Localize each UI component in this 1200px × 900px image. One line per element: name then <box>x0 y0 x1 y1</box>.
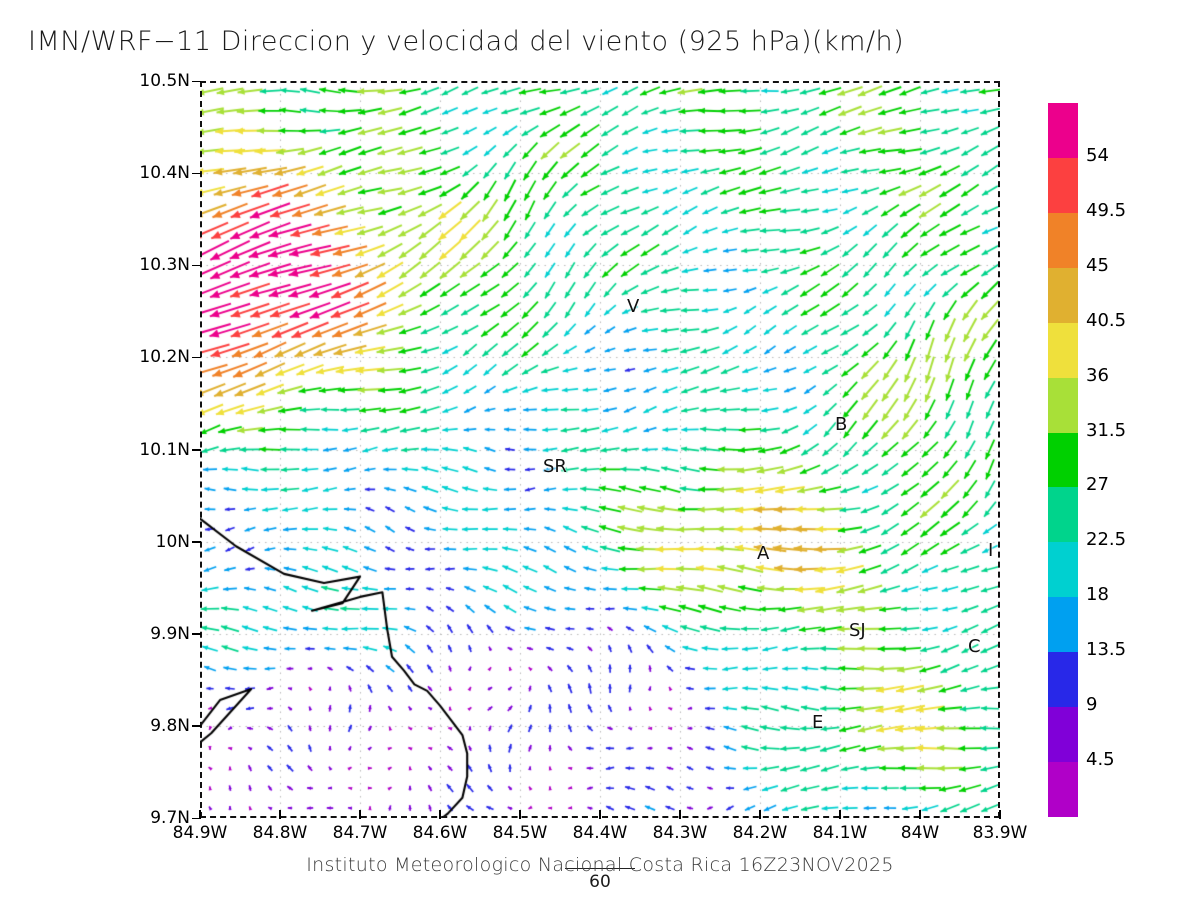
x-tick-label: 84.5W <box>492 823 548 843</box>
map-label-e: E <box>812 712 824 733</box>
y-tick-mark <box>192 817 201 819</box>
colorbar-tick-label: 40.5 <box>1086 309 1127 331</box>
x-tick-mark <box>519 810 521 819</box>
colorbar-band <box>1048 707 1078 763</box>
y-tick-label: 9.7N <box>150 808 190 828</box>
y-tick-label: 10.3N <box>139 255 190 276</box>
y-tick-label: 9.8N <box>150 715 190 736</box>
vector-scale-value: 60 <box>589 872 611 892</box>
y-tick-mark <box>192 449 201 451</box>
colorbar-band <box>1048 487 1078 543</box>
x-tick-mark <box>279 810 281 819</box>
x-tick-mark <box>759 810 761 819</box>
colorbar-band <box>1048 377 1078 433</box>
colorbar-band <box>1048 157 1078 213</box>
x-tick-label: 84.6W <box>412 823 468 843</box>
y-tick-mark <box>192 633 201 635</box>
colorbar-band <box>1048 267 1078 323</box>
x-tick-label: 84.4W <box>572 823 628 843</box>
x-tick-mark <box>839 810 841 819</box>
x-tick-label: 84.3W <box>652 823 708 843</box>
vector-scale-bar <box>565 868 635 869</box>
colorbar-tick-label: 13.5 <box>1086 639 1127 661</box>
map-label-sj: SJ <box>849 620 866 641</box>
y-tick-label: 10.5N <box>139 71 190 91</box>
colorbar-band <box>1048 103 1078 158</box>
colorbar-tick-label: 18 <box>1086 584 1109 606</box>
colorbar-band <box>1048 762 1078 817</box>
y-tick-mark <box>192 264 201 267</box>
footer-credit: Instituto Meteorologico Nacional Costa R… <box>306 854 894 876</box>
map-label-a: A <box>757 543 770 564</box>
colorbar-legend[interactable] <box>1048 103 1078 817</box>
map-label-b: B <box>835 414 848 435</box>
map-label-i: I <box>988 540 994 561</box>
y-tick-label: 10N <box>155 531 190 552</box>
colorbar-tick-label: 45 <box>1086 254 1109 276</box>
colorbar-tick-label: 22.5 <box>1086 529 1127 551</box>
y-tick-mark <box>192 541 201 543</box>
colorbar-tick-label: 36 <box>1086 364 1109 386</box>
x-tick-label: 84.1W <box>812 823 868 843</box>
colorbar-tick-label: 31.5 <box>1086 419 1127 441</box>
colorbar-band <box>1048 212 1078 268</box>
x-tick-label: 84W <box>900 823 940 843</box>
y-tick-label: 10.2N <box>139 347 190 368</box>
y-tick-label: 9.9N <box>150 623 190 644</box>
colorbar-band <box>1048 597 1078 653</box>
wind-vector-field <box>200 81 1000 818</box>
x-tick-mark <box>919 810 921 819</box>
colorbar-band <box>1048 432 1078 488</box>
colorbar-band <box>1048 322 1078 378</box>
x-tick-label: 83.9W <box>972 823 1028 843</box>
map-label-v: V <box>627 296 640 317</box>
y-tick-label: 10.4N <box>139 163 190 184</box>
colorbar-tick-label: 4.5 <box>1086 749 1115 771</box>
page-title: IMN/WRF−11 Direccion y velocidad del vie… <box>28 26 905 57</box>
x-tick-label: 84.2W <box>732 823 788 843</box>
map-label-c: C <box>968 636 981 657</box>
x-tick-mark <box>599 810 601 819</box>
x-tick-mark <box>679 810 681 819</box>
colorbar-tick-label: 27 <box>1086 474 1109 496</box>
y-tick-mark <box>192 725 201 727</box>
y-tick-mark <box>192 356 201 359</box>
colorbar-tick-label: 49.5 <box>1086 199 1127 221</box>
y-tick-mark <box>192 172 201 175</box>
map-plot-area[interactable] <box>200 81 1000 818</box>
x-tick-mark <box>199 810 201 819</box>
x-tick-label: 84.8W <box>252 823 308 843</box>
colorbar-tick-label: 9 <box>1086 694 1098 716</box>
map-label-sr: SR <box>543 456 567 477</box>
x-tick-label: 84.9W <box>172 823 228 843</box>
x-tick-mark <box>359 810 361 819</box>
x-tick-mark <box>999 810 1001 819</box>
colorbar-band <box>1048 542 1078 598</box>
colorbar-tick-label: 54 <box>1086 144 1109 166</box>
x-tick-label: 84.7W <box>332 823 388 843</box>
y-tick-label: 10.1N <box>139 439 190 460</box>
colorbar-band <box>1048 652 1078 708</box>
y-tick-mark <box>192 80 201 82</box>
x-tick-mark <box>439 810 441 819</box>
